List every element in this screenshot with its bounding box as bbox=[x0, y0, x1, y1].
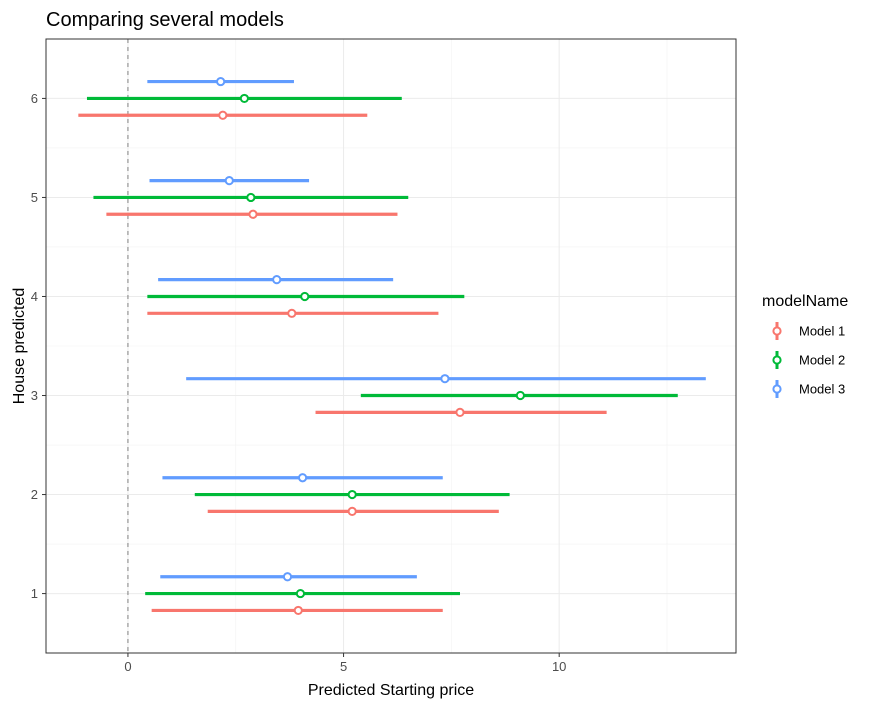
legend-title: modelName bbox=[762, 293, 848, 310]
model-3-point-house-2 bbox=[297, 473, 308, 483]
chart-title: Comparing several models bbox=[46, 9, 284, 31]
model-3-point-house-6 bbox=[216, 76, 226, 87]
model-3-point-house-1 bbox=[282, 572, 293, 582]
model-2-point-house-4 bbox=[300, 291, 310, 302]
y-tick-label: 3 bbox=[31, 388, 38, 403]
legend-key-point-model-2 bbox=[772, 355, 782, 365]
y-tick-label: 4 bbox=[31, 289, 38, 304]
legend-key-point-model-3 bbox=[772, 384, 782, 394]
legend-label-model-2: Model 2 bbox=[799, 353, 845, 368]
model-1-point-house-1 bbox=[293, 605, 303, 616]
y-tick-label: 6 bbox=[31, 91, 38, 106]
y-axis-title: House predicted bbox=[11, 288, 28, 405]
y-tick-label: 2 bbox=[31, 487, 38, 502]
plot-panel-border bbox=[45, 38, 737, 654]
legend-key-point-model-1 bbox=[772, 326, 782, 336]
model-1-point-house-4 bbox=[287, 308, 297, 318]
legend-label-model-3: Model 3 bbox=[799, 382, 845, 397]
y-tick-label: 5 bbox=[31, 190, 38, 205]
model-2-point-house-6 bbox=[239, 93, 249, 104]
y-tick-label: 1 bbox=[31, 586, 38, 601]
model-2-point-house-5 bbox=[246, 192, 256, 203]
x-axis-title: Predicted Starting price bbox=[308, 682, 474, 699]
model-3-point-house-4 bbox=[272, 275, 282, 285]
model-2-point-house-3 bbox=[515, 390, 525, 401]
model-2-point-house-2 bbox=[347, 489, 357, 500]
model-1-point-house-5 bbox=[248, 209, 258, 219]
model-1-point-house-2 bbox=[347, 506, 357, 516]
model-1-point-house-3 bbox=[455, 407, 465, 417]
model-2-point-house-1 bbox=[295, 588, 306, 599]
x-tick-label: 5 bbox=[340, 659, 347, 674]
legend: modelName Model 1 Model 2 Model 3 bbox=[762, 293, 848, 398]
legend-label-model-1: Model 1 bbox=[799, 324, 845, 339]
model-1-point-house-6 bbox=[218, 110, 228, 120]
x-tick-label: 0 bbox=[124, 659, 131, 674]
model-3-point-house-5 bbox=[224, 176, 234, 186]
model-3-point-house-3 bbox=[440, 374, 450, 384]
x-tick-label: 10 bbox=[552, 659, 566, 674]
